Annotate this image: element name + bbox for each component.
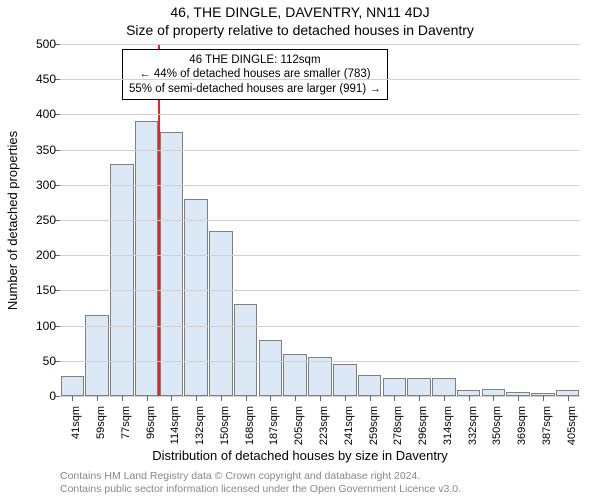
histogram-bar — [308, 357, 332, 396]
x-axis-label: Distribution of detached houses by size … — [0, 448, 600, 463]
x-tick-label: 332sqm — [467, 406, 479, 445]
y-tick-label: 150 — [16, 283, 56, 297]
y-tick-label: 300 — [16, 178, 56, 192]
x-tick-label: 296sqm — [417, 406, 429, 445]
plot-area: 46 THE DINGLE: 112sqm ← 44% of detached … — [60, 44, 580, 397]
gridline — [60, 255, 580, 256]
annotation-box: 46 THE DINGLE: 112sqm ← 44% of detached … — [122, 49, 388, 100]
x-tick — [122, 396, 123, 401]
histogram-bar — [61, 376, 85, 396]
histogram-bar — [383, 378, 407, 396]
annotation-line-3: 55% of semi-detached houses are larger (… — [129, 82, 381, 96]
x-tick-label: 77sqm — [120, 406, 132, 439]
histogram-bar — [482, 389, 506, 396]
histogram-bar — [333, 364, 357, 396]
x-tick-label: 187sqm — [268, 406, 280, 445]
x-tick — [394, 396, 395, 401]
y-tick-label: 100 — [16, 319, 56, 333]
gridline — [60, 185, 580, 186]
histogram-bar — [358, 375, 382, 396]
x-tick-label: 241sqm — [343, 406, 355, 445]
gridline — [60, 326, 580, 327]
x-tick — [295, 396, 296, 401]
x-tick — [72, 396, 73, 401]
x-tick-label: 387sqm — [541, 406, 553, 445]
y-tick-label: 50 — [16, 354, 56, 368]
histogram-bar — [85, 315, 109, 396]
x-tick — [196, 396, 197, 401]
x-tick-label: 132sqm — [194, 406, 206, 445]
x-tick-label: 59sqm — [95, 406, 107, 439]
x-tick — [493, 396, 494, 401]
x-tick — [518, 396, 519, 401]
x-tick-label: 314sqm — [442, 406, 454, 445]
x-tick — [370, 396, 371, 401]
credits: Contains HM Land Registry data © Crown c… — [60, 470, 580, 495]
x-tick — [345, 396, 346, 401]
annotation-line-1: 46 THE DINGLE: 112sqm — [129, 53, 381, 67]
histogram-bar — [184, 199, 208, 396]
y-tick-label: 450 — [16, 72, 56, 86]
x-tick — [568, 396, 569, 401]
gridline — [60, 44, 580, 45]
x-tick — [246, 396, 247, 401]
histogram-bar — [432, 378, 456, 396]
y-tick-label: 350 — [16, 143, 56, 157]
x-tick — [270, 396, 271, 401]
histogram-bar — [160, 132, 184, 396]
y-tick-label: 200 — [16, 248, 56, 262]
gridline — [60, 220, 580, 221]
x-tick-label: 114sqm — [169, 406, 181, 444]
histogram-bar — [259, 340, 283, 396]
x-tick — [444, 396, 445, 401]
x-tick — [147, 396, 148, 401]
x-tick-label: 205sqm — [293, 406, 305, 445]
histogram-bar — [407, 378, 431, 396]
chart-title: 46, THE DINGLE, DAVENTRY, NN11 4DJ — [0, 4, 600, 20]
y-tick-label: 0 — [16, 389, 56, 403]
x-tick-label: 259sqm — [368, 406, 380, 445]
y-tick-label: 500 — [16, 37, 56, 51]
x-tick-label: 223sqm — [318, 406, 330, 445]
x-tick — [221, 396, 222, 401]
histogram-bar — [234, 304, 258, 396]
x-tick — [543, 396, 544, 401]
gridline — [60, 114, 580, 115]
x-tick-label: 168sqm — [244, 406, 256, 445]
chart-subtitle: Size of property relative to detached ho… — [0, 22, 600, 38]
x-tick-label: 369sqm — [516, 406, 528, 445]
gridline — [60, 150, 580, 151]
x-tick-label: 350sqm — [491, 406, 503, 445]
y-tick-label: 400 — [16, 107, 56, 121]
credits-line-1: Contains HM Land Registry data © Crown c… — [60, 470, 580, 483]
x-tick-label: 41sqm — [70, 406, 82, 439]
gridline — [60, 79, 580, 80]
x-tick — [469, 396, 470, 401]
x-tick-label: 150sqm — [219, 406, 231, 445]
x-tick — [171, 396, 172, 401]
x-tick — [97, 396, 98, 401]
x-tick-label: 278sqm — [392, 406, 404, 445]
credits-line-2: Contains public sector information licen… — [60, 483, 580, 496]
x-tick — [419, 396, 420, 401]
gridline — [60, 290, 580, 291]
gridline — [60, 361, 580, 362]
y-tick-label: 250 — [16, 213, 56, 227]
x-tick-label: 405sqm — [566, 406, 578, 445]
histogram-bar — [135, 121, 159, 396]
x-tick-label: 96sqm — [145, 406, 157, 439]
x-tick — [320, 396, 321, 401]
